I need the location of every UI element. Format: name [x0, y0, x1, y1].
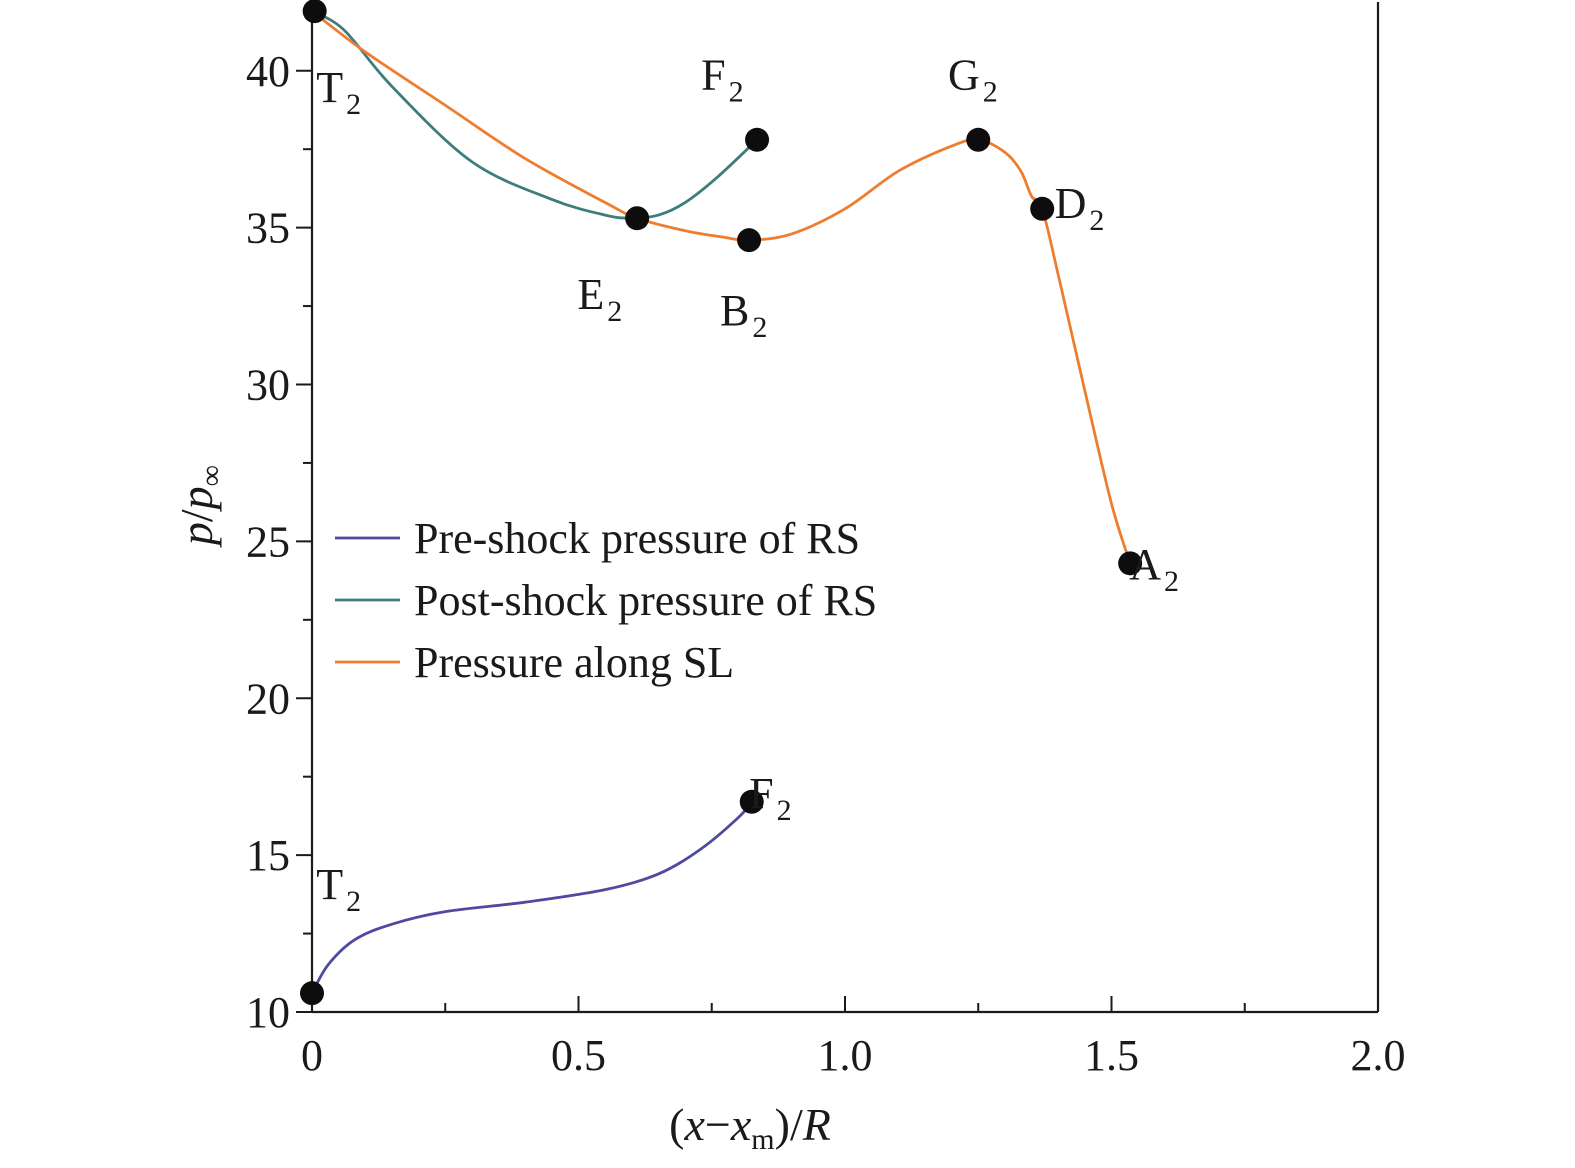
series-line-3 — [310, 9, 1132, 565]
data-point-marker — [737, 228, 762, 253]
legend-label: Pressure along SL — [414, 638, 734, 687]
x-tick-label: 0.5 — [551, 1031, 606, 1080]
y-tick-label: 25 — [246, 517, 290, 566]
series-line-1 — [310, 800, 754, 995]
data-point-marker — [966, 127, 991, 152]
x-tick-label: 0 — [301, 1031, 323, 1080]
data-point-marker — [625, 206, 650, 231]
x-axis-title: (x−xm)/R — [669, 1099, 831, 1156]
x-tick-label: 2.0 — [1351, 1031, 1406, 1080]
point-markers — [300, 0, 1143, 1006]
data-point-marker — [1118, 551, 1143, 576]
y-axis-title: p/p∞ — [171, 465, 228, 548]
data-point-marker — [739, 789, 764, 814]
legend-label: Pre-shock pressure of RS — [414, 514, 860, 563]
x-tick-label: 1.5 — [1084, 1031, 1139, 1080]
point-labels: T 2 F 2 G 2 D 2 E 2 B 2 A 2 F 2 T 2 — [316, 51, 1179, 918]
y-tick-label: 35 — [246, 204, 290, 253]
series-line-2 — [310, 9, 759, 220]
y-tick-label: 10 — [246, 988, 290, 1037]
data-point-marker — [745, 127, 770, 152]
y-tick-label: 30 — [246, 361, 290, 410]
y-tick-label: 40 — [246, 47, 290, 96]
series-lines — [310, 9, 1132, 995]
data-point-marker — [302, 0, 327, 24]
y-tick-label: 15 — [246, 831, 290, 880]
data-point-marker — [300, 981, 324, 1006]
legend-label: Post-shock pressure of RS — [414, 576, 877, 625]
axes: 0 0.5 1.0 1.5 2.0 10 15 20 25 30 35 40 (x−xm)/R p/p∞ — [171, 2, 1406, 1156]
data-point-marker — [1030, 196, 1055, 221]
x-tick-label: 1.0 — [818, 1031, 873, 1080]
legend: Pre-shock pressure of RS Post-shock press… — [335, 514, 877, 687]
y-tick-label: 20 — [246, 674, 290, 723]
